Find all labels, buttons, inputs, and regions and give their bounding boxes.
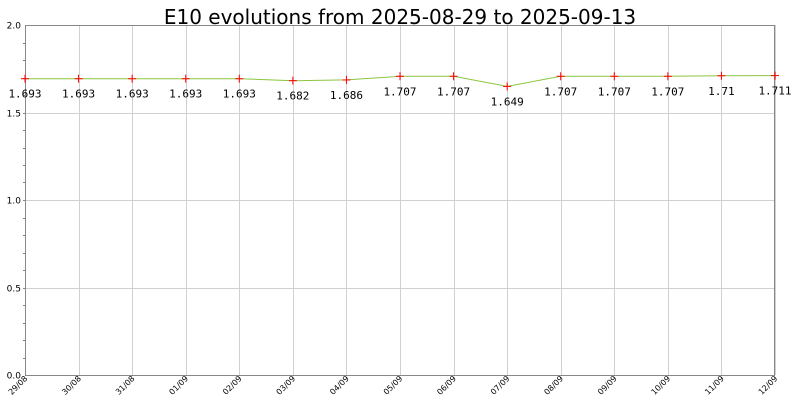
x-tick-label: 12/09 <box>757 374 780 397</box>
x-tick-label: 06/09 <box>435 374 458 397</box>
x-tick-label: 08/09 <box>542 374 565 397</box>
data-label: 1.693 <box>223 88 256 101</box>
x-tick-label: 10/09 <box>650 374 673 397</box>
x-tick-label: 30/08 <box>60 374 83 397</box>
data-point <box>449 72 458 81</box>
x-tick-label: 07/09 <box>489 374 512 397</box>
y-tick-label: 1.0 <box>7 197 22 207</box>
data-point <box>503 82 512 91</box>
data-label: 1.707 <box>598 85 631 98</box>
data-label: 1.682 <box>276 90 309 103</box>
data-label: 1.707 <box>544 85 577 98</box>
y-tick-label: 0.5 <box>7 285 21 295</box>
data-label: 1.693 <box>8 88 41 101</box>
x-tick-label: 01/09 <box>167 374 190 397</box>
y-tick-label: 2.0 <box>7 22 22 32</box>
data-point <box>74 74 83 83</box>
data-point <box>717 71 726 80</box>
data-label: 1.707 <box>651 85 684 98</box>
data-label: 1.707 <box>437 85 470 98</box>
data-point <box>610 72 619 81</box>
data-point <box>771 71 779 80</box>
data-point <box>342 75 351 84</box>
data-label: 1.686 <box>330 89 363 102</box>
x-tick-label: 03/09 <box>275 374 298 397</box>
data-point <box>21 74 29 83</box>
data-point <box>235 74 244 83</box>
series-layer <box>21 71 779 91</box>
x-tick-label: 31/08 <box>114 374 137 397</box>
plot-frame <box>25 25 775 376</box>
x-tick-label: 11/09 <box>703 374 726 397</box>
data-label: 1.649 <box>491 95 524 108</box>
data-label: 1.71 <box>708 85 735 98</box>
data-point <box>181 74 190 83</box>
x-tick-label: 05/09 <box>382 374 405 397</box>
y-tick-label: 0.0 <box>7 372 22 382</box>
data-point <box>663 72 672 81</box>
data-point <box>288 76 297 85</box>
data-label-layer: 1.693 1.693 1.693 1.693 1.693 1.682 1.686 1.707… <box>8 85 791 109</box>
axis-layer: 0.00.51.01.52.029/08 30/08 31/08 01/09 02/09… <box>7 22 780 397</box>
data-label: 1.693 <box>62 88 95 101</box>
data-point <box>128 74 137 83</box>
data-label: 1.693 <box>116 88 149 101</box>
data-label: 1.711 <box>758 85 791 98</box>
x-tick-label: 09/09 <box>596 374 619 397</box>
data-point <box>556 72 565 81</box>
data-label: 1.693 <box>169 88 202 101</box>
x-tick-label: 02/09 <box>221 374 244 397</box>
data-point <box>396 72 404 81</box>
x-tick-label: 04/09 <box>328 374 351 397</box>
y-tick-label: 1.5 <box>7 110 21 120</box>
data-label: 1.707 <box>383 85 416 98</box>
